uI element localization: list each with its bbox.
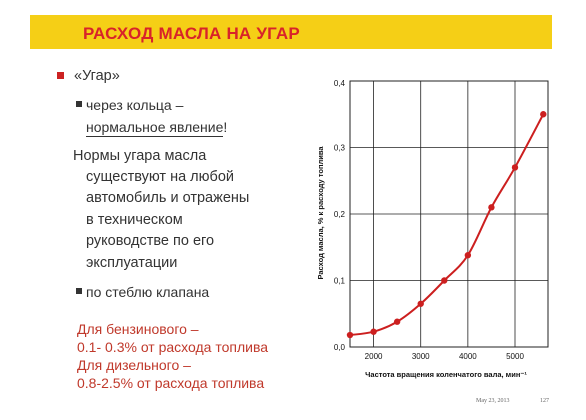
series-layer [346, 111, 547, 339]
footer-date: May 23, 2013 [476, 398, 510, 404]
sub-bullet-2-text: по стеблю клапана [86, 284, 210, 300]
x-tick-label: 2000 [365, 352, 383, 361]
sub-bullet-1-line1: через кольца – [86, 97, 184, 113]
x-axis-label: Частота вращения коленчатого вала, мин⁻¹ [365, 370, 527, 379]
x-tick-label: 4000 [459, 352, 477, 361]
data-point [370, 328, 377, 335]
para-line-3: автомобиль и отражены [86, 190, 250, 206]
y-tick-label: 0,0 [334, 343, 346, 352]
main-bullet-text: «Угар» [74, 68, 120, 84]
data-point [464, 252, 472, 259]
data-point [511, 164, 519, 171]
data-point [488, 204, 495, 211]
data-point [441, 277, 448, 284]
underlined-phrase: нормальное явление [86, 119, 224, 137]
sub-bullet-1-line2: нормальное явление! [86, 119, 228, 137]
x-tick-label: 5000 [506, 352, 524, 361]
para-line-6: эксплуатации [86, 255, 178, 271]
y-tick-label: 0,1 [334, 277, 346, 286]
x-tick-label: 3000 [412, 352, 430, 361]
data-point [393, 318, 401, 325]
title-bar [30, 15, 552, 49]
exclamation: ! [223, 119, 228, 135]
red-line-2: 0.1- 0.3% от расхода топлива [77, 339, 269, 355]
y-tick-label: 0,2 [334, 210, 346, 219]
main-bullet-marker [57, 72, 64, 79]
para-line-4: в техническом [86, 212, 183, 228]
slide-title: РАСХОД МАСЛА НА УГАР [83, 24, 300, 43]
sub-bullet-marker-1 [76, 101, 82, 107]
red-line-4: 0.8-2.5% от расхода топлива [77, 375, 265, 391]
para-line-1: Нормы угара масла [73, 148, 207, 164]
y-tick-label: 0,4 [334, 79, 346, 88]
y-tick-label: 0,3 [334, 144, 346, 153]
para-line-5: руководстве по его [86, 233, 215, 249]
grid-layer [349, 80, 549, 348]
red-line-1: Для бензинового – [77, 321, 199, 337]
data-point [540, 111, 547, 118]
para-line-2: существуют на любой [86, 169, 234, 185]
data-point [417, 300, 424, 307]
sub-bullet-marker-2 [76, 288, 82, 294]
red-line-3: Для дизельного – [77, 357, 191, 373]
footer-page: 127 [540, 398, 549, 404]
y-axis-label: Расход масла, % к расходу топлива [316, 146, 325, 280]
tick-layer: 2000 3000 4000 5000 0,0 0,1 0,2 0,3 0,4 [334, 79, 525, 361]
data-point [346, 331, 354, 339]
